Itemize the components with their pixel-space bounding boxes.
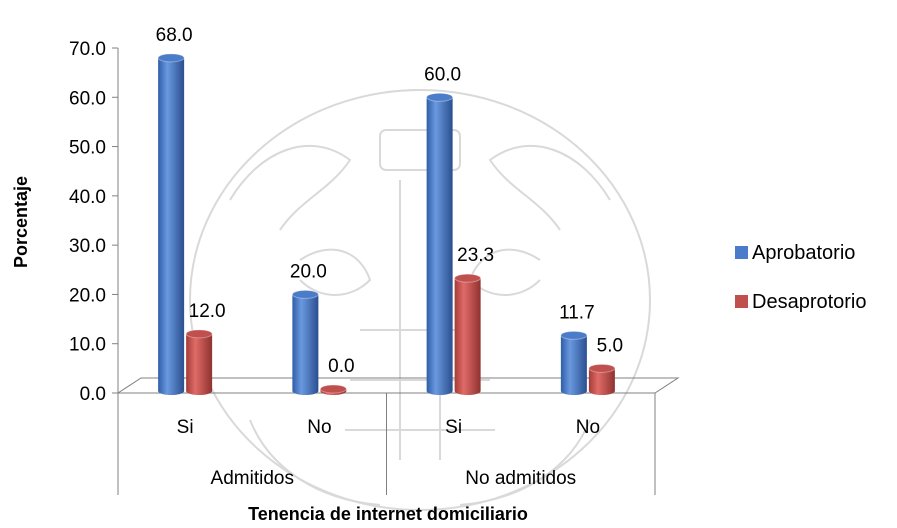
bar [291,289,319,395]
y-tick-label: 20.0 [69,285,106,306]
bar-top [454,273,482,283]
x-tick-label: Si [445,417,462,438]
group-label: No admitidos [465,468,576,489]
group-label: Admitidos [211,468,294,489]
y-axis-title: Porcentaje [11,176,31,268]
bar-body [454,278,481,395]
y-tick-label: 10.0 [69,335,106,356]
bar [588,363,616,395]
bar [185,329,213,395]
labels-group: 68.0 20.0 60.0 11.7 12.0 0.0 23.3 5.0 [156,25,623,377]
bars-group [157,53,616,396]
data-label: 20.0 [290,261,327,282]
x-axis-title: Tenencia de internet domiciliario [248,504,528,524]
legend-label: Desaprotorio [752,291,867,313]
y-tick-label: 60.0 [69,88,106,109]
data-label: 11.7 [559,302,595,323]
bar-top [157,53,185,63]
data-label: 12.0 [189,301,226,322]
y-tick-label: 0.0 [80,384,106,405]
legend-swatch [735,246,748,259]
bar [560,330,588,395]
x-tick-label: Si [177,417,194,438]
x-tick-label: No [307,417,331,438]
bar-top [560,330,588,340]
legend-label: Aprobatorio [752,242,855,264]
bar-top [291,289,319,299]
bar [157,53,185,395]
y-tick-label: 50.0 [69,138,106,159]
bar-body [186,333,213,395]
bar [426,92,454,396]
y-tick-label: 30.0 [69,236,106,257]
bar-body [560,335,587,395]
bar-body [588,368,615,395]
data-label: 0.0 [328,356,354,377]
axes-group: 0.0 10.0 20.0 30.0 40.0 50.0 60.0 70.0 Admitidos… [69,39,680,495]
watermark-seal [189,89,651,511]
y-tick-label: 40.0 [69,187,106,208]
data-label: 68.0 [156,25,193,46]
bar [319,384,347,395]
bar-body [426,97,453,396]
bar-top [185,329,213,339]
legend-item: Aprobatorio [735,242,855,264]
bar [454,273,482,395]
data-label: 60.0 [424,64,461,85]
y-tick-label: 70.0 [69,39,106,60]
bar-top [426,92,454,102]
legend-item: Desaprotorio [735,291,867,313]
data-label: 23.3 [457,245,494,266]
data-label: 5.0 [597,335,623,356]
bar-top [319,384,347,394]
bar-body [292,294,319,395]
x-tick-label: No [576,417,600,438]
legend-swatch [735,295,748,308]
legend: Aprobatorio Desaprotorio [735,242,867,313]
bar-top [588,363,616,373]
bar-body [158,57,185,395]
